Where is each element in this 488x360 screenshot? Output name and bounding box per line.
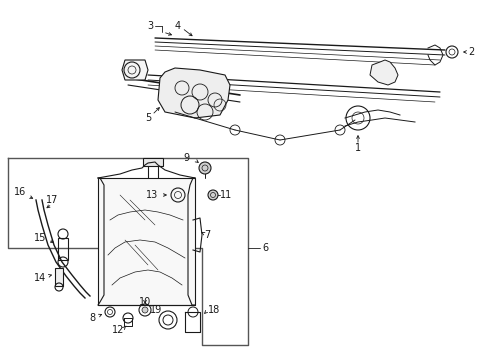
- Text: 16: 16: [14, 187, 26, 197]
- Text: 7: 7: [203, 230, 210, 240]
- Text: 13: 13: [145, 190, 158, 200]
- Text: 1: 1: [354, 143, 360, 153]
- Text: 6: 6: [262, 243, 267, 253]
- Polygon shape: [369, 60, 397, 85]
- Text: 11: 11: [220, 190, 232, 200]
- Circle shape: [207, 190, 218, 200]
- Polygon shape: [122, 60, 148, 80]
- Text: 19: 19: [149, 305, 162, 315]
- Bar: [58, 238, 68, 260]
- Text: 10: 10: [139, 297, 151, 307]
- Text: 3: 3: [146, 21, 153, 31]
- Bar: [55, 268, 63, 286]
- Text: 5: 5: [144, 113, 151, 123]
- Text: 14: 14: [34, 273, 46, 283]
- Text: 8: 8: [90, 313, 96, 323]
- Text: 15: 15: [34, 233, 46, 243]
- Text: 2: 2: [467, 47, 473, 57]
- Circle shape: [142, 307, 148, 313]
- Polygon shape: [98, 178, 195, 305]
- Text: 4: 4: [175, 21, 181, 31]
- Circle shape: [199, 162, 210, 174]
- Text: 17: 17: [46, 195, 58, 205]
- Text: 18: 18: [207, 305, 220, 315]
- Bar: [142, 158, 163, 166]
- Text: 9: 9: [183, 153, 190, 163]
- Text: 12: 12: [112, 325, 124, 335]
- Polygon shape: [158, 68, 229, 118]
